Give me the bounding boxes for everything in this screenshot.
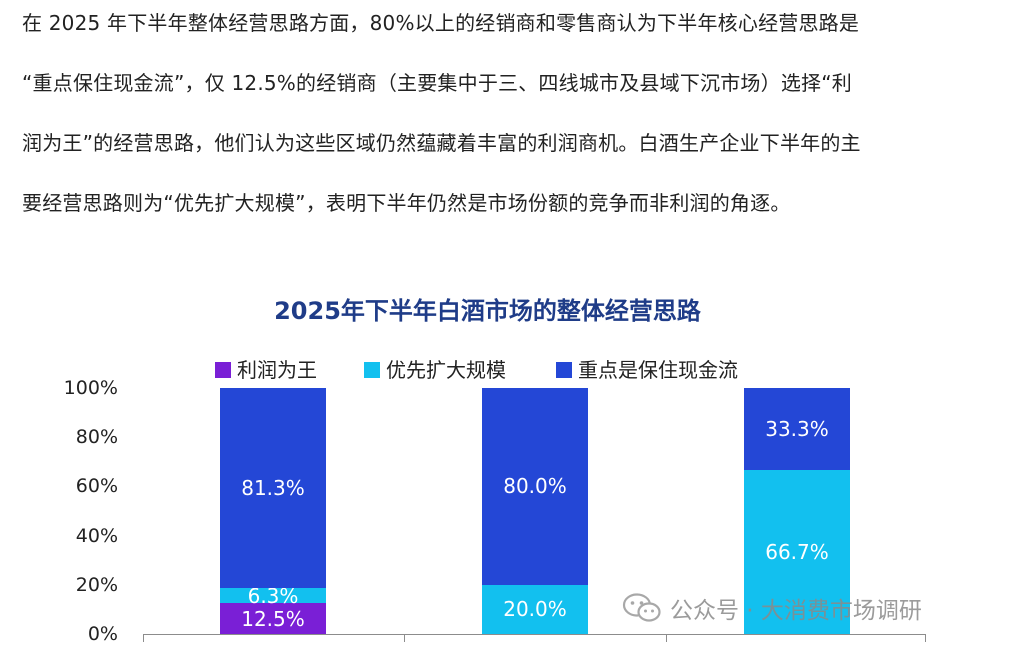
paragraph-line: “重点保住现金流”，仅 12.5%的经销商（主要集中于三、四线城市及县域下沉市场… — [22, 71, 852, 95]
bar-segment — [744, 469, 850, 634]
paragraph-line: 润为王”的经营思路，他们认为这些区域仍然蕴藏着丰富的利润商机。白酒生产企业下半年… — [22, 131, 861, 155]
legend-item: 优先扩大规模 — [364, 355, 506, 385]
wechat-icon — [622, 593, 661, 622]
y-tick-label: 0% — [87, 623, 118, 645]
data-label: 12.5% — [241, 606, 305, 631]
data-label: 33.3% — [765, 416, 829, 441]
bar-segment — [482, 584, 588, 634]
y-tick-label: 60% — [75, 475, 118, 498]
x-axis-tick — [925, 634, 926, 642]
bar-segment — [220, 603, 326, 634]
paragraph-line: 要经营思路则为“优先扩大规模”，表明下半年仍然是市场份额的竞争而非利润的角逐。 — [22, 191, 791, 215]
y-tick-label: 100% — [63, 377, 118, 399]
intro-paragraph: 在 2025 年下半年整体经营思路方面，80%以上的经销商和零售商认为下半年核心… — [22, 0, 1007, 240]
data-label: 80.0% — [503, 474, 567, 499]
data-label: 66.7% — [765, 539, 829, 564]
legend-label: 优先扩大规模 — [386, 358, 506, 382]
bar-segment — [744, 388, 850, 470]
x-axis-tick — [143, 634, 144, 642]
legend-item: 利润为王 — [215, 355, 317, 385]
paragraph-line: 在 2025 年下半年整体经营思路方面，80%以上的经销商和零售商认为下半年核心… — [22, 11, 860, 35]
chart-title: 2025年下半年白酒市场的整体经营思路 — [274, 297, 701, 325]
legend-label: 利润为王 — [237, 358, 317, 382]
data-label: 6.3% — [247, 583, 299, 608]
legend-swatch — [215, 362, 231, 378]
bar-segment — [220, 587, 326, 604]
x-axis-tick — [666, 634, 667, 642]
y-tick-label: 40% — [75, 524, 118, 547]
x-axis-tick — [404, 634, 405, 642]
y-tick-label: 20% — [75, 573, 118, 596]
x-axis-line — [143, 634, 925, 635]
legend-item: 重点是保住现金流 — [556, 355, 738, 385]
legend-label: 重点是保住现金流 — [578, 358, 738, 382]
y-tick-label: 80% — [75, 426, 118, 449]
bar-segment — [220, 387, 326, 588]
watermark: 公众号 · 大消费市场调研 — [622, 588, 922, 628]
watermark-text: 公众号 · 大消费市场调研 — [670, 598, 922, 624]
data-label: 81.3% — [241, 475, 305, 500]
legend-swatch — [364, 362, 380, 378]
data-label: 20.0% — [503, 597, 567, 622]
legend-swatch — [556, 362, 572, 378]
bar-segment — [482, 388, 588, 585]
